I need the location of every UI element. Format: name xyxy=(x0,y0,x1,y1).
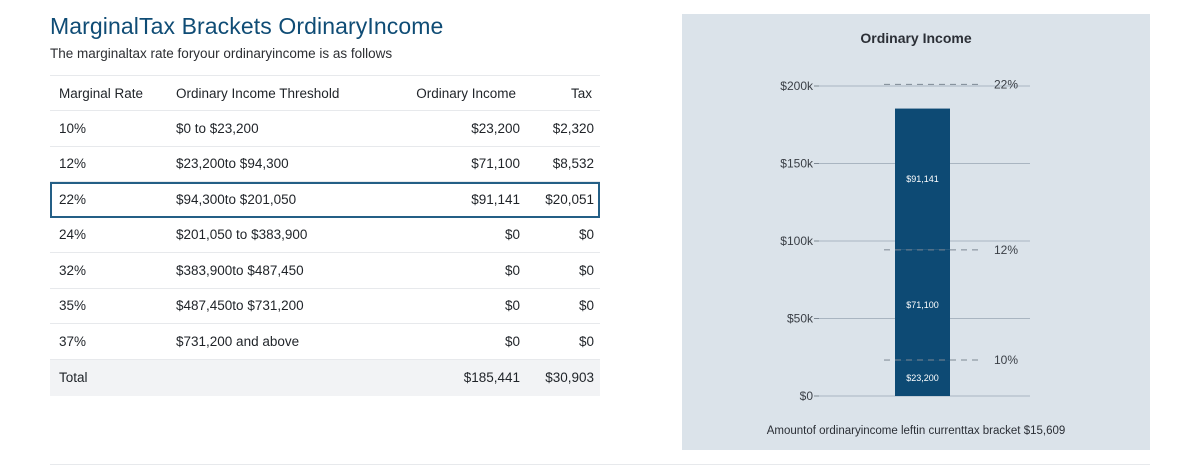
threshold-cell: $0 to $23,200 xyxy=(176,120,259,136)
ordinary-income-chart-panel: Ordinary Income $0 $50k $100k $150k $200k $23… xyxy=(682,14,1150,450)
bar-segment xyxy=(895,249,950,361)
page-subtitle: The marginaltax rate foryour ordinaryinc… xyxy=(50,46,393,61)
tax-cell: $2,320 xyxy=(552,120,594,136)
bar-data-label: $71,100 xyxy=(906,300,939,310)
bar-segment xyxy=(895,108,950,250)
total-income-cell: $185,441 xyxy=(463,370,520,385)
y-tick-label: $150k xyxy=(780,157,814,171)
rate-cell: 37% xyxy=(59,333,87,349)
income-cell: $0 xyxy=(504,298,520,314)
y-tick-label: $200k xyxy=(780,79,814,93)
total-tax-cell: $30,903 xyxy=(545,370,594,385)
income-cell: $71,100 xyxy=(471,156,520,172)
table-row[interactable]: 24% $201,050 to $383,900 $0 $0 xyxy=(50,218,600,253)
table-row[interactable]: 32% $383,900to $487,450 $0 $0 xyxy=(50,253,600,289)
tax-cell: $0 xyxy=(578,333,594,349)
rate-cell: 22% xyxy=(59,192,87,208)
threshold-rate-label: 10% xyxy=(994,353,1018,367)
y-tick-label: $0 xyxy=(800,389,814,403)
rate-cell: 35% xyxy=(59,298,87,314)
rate-cell: 10% xyxy=(59,120,87,136)
tax-cell: $8,532 xyxy=(552,156,594,172)
tax-cell: $20,051 xyxy=(545,192,594,208)
threshold-cell: $487,450to $731,200 xyxy=(176,298,304,314)
tax-cell: $0 xyxy=(578,227,594,243)
tax-cell: $0 xyxy=(578,298,594,314)
threshold-cell: $94,300to $201,050 xyxy=(176,192,297,208)
bar-data-label: $23,200 xyxy=(906,373,939,383)
income-cell: $91,141 xyxy=(471,192,520,208)
table-row[interactable]: 12% $23,200to $94,300 $71,100 $8,532 xyxy=(50,147,600,182)
threshold-cell: $201,050 to $383,900 xyxy=(176,227,308,243)
rate-cell: 12% xyxy=(59,156,87,172)
income-cell: $0 xyxy=(504,227,520,243)
tax-brackets-table: Marginal Rate Ordinary Income Threshold … xyxy=(50,75,600,396)
threshold-rate-label: 22% xyxy=(994,77,1018,91)
income-cell: $0 xyxy=(504,333,520,349)
income-cell: $23,200 xyxy=(471,120,520,136)
y-tick-label: $100k xyxy=(780,234,814,248)
threshold-cell: $23,200to $94,300 xyxy=(176,156,289,172)
column-header-threshold: Ordinary Income Threshold xyxy=(176,85,340,101)
rate-cell: 32% xyxy=(59,262,87,278)
table-row[interactable]: 10% $0 to $23,200 $23,200 $2,320 xyxy=(50,111,600,147)
ordinary-income-chart: $0 $50k $100k $150k $200k $23,200 $71,100 $91,1… xyxy=(780,77,1030,403)
table-row[interactable]: 37% $731,200 and above $0 $0 xyxy=(50,324,600,360)
y-tick-label: $50k xyxy=(787,312,814,326)
total-label: Total xyxy=(59,370,88,385)
threshold-cell: $383,900to $487,450 xyxy=(176,262,304,278)
bar-data-label: $91,141 xyxy=(906,174,939,184)
column-header-ordinary-income: Ordinary Income xyxy=(416,85,516,101)
table-row-selected[interactable]: 22% $94,300to $201,050 $91,141 $20,051 xyxy=(50,182,600,218)
tax-cell: $0 xyxy=(578,262,594,278)
rate-cell: 24% xyxy=(59,227,87,243)
table-row[interactable]: 35% $487,450to $731,200 $0 $0 xyxy=(50,289,600,324)
column-header-tax: Tax xyxy=(570,85,592,101)
threshold-rate-label: 12% xyxy=(994,243,1018,257)
income-cell: $0 xyxy=(504,262,520,278)
chart-title: Ordinary Income xyxy=(860,30,972,46)
column-header-marginal-rate: Marginal Rate xyxy=(59,85,144,101)
bottom-divider xyxy=(50,464,1150,465)
threshold-cell: $731,200 and above xyxy=(176,333,300,349)
chart-caption: Amountof ordinaryincome leftin currentta… xyxy=(766,425,1066,437)
table-header-row: Marginal Rate Ordinary Income Threshold … xyxy=(50,75,600,111)
bar-segment xyxy=(895,360,950,396)
page-title: MarginalTax Brackets OrdinaryIncome xyxy=(50,13,444,39)
table-total-row: Total $185,441 $30,903 xyxy=(50,359,600,396)
